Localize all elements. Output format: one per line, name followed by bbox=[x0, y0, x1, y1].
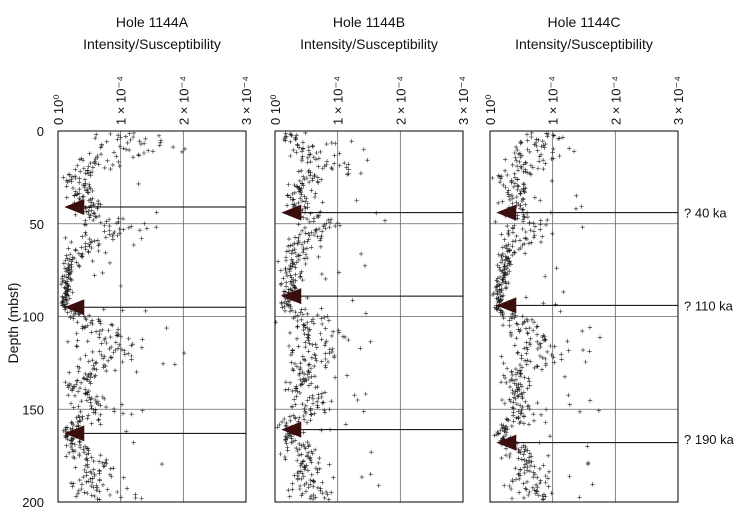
x-tick-label: 1 × 10⁻⁴ bbox=[114, 76, 129, 125]
age-label: ? 190 ka bbox=[684, 432, 735, 447]
y-tick-label: 150 bbox=[22, 402, 44, 417]
arrow-marker bbox=[496, 434, 678, 451]
age-label: ? 40 ka bbox=[684, 206, 727, 221]
arrow-head bbox=[281, 288, 302, 305]
arrow-head bbox=[64, 299, 85, 316]
x-tick-label: 2 × 10⁻⁴ bbox=[608, 76, 623, 125]
x-tick-label: 1 × 10⁻⁴ bbox=[331, 76, 346, 125]
age-labels: ? 40 ka ? 110 ka ? 190 ka bbox=[684, 206, 735, 447]
panel-1: Hole 1144A Intensity/Susceptibility 0 10⁰ 1… bbox=[51, 14, 254, 503]
x-tick-label: 0 10⁰ bbox=[51, 94, 66, 125]
arrow-marker bbox=[64, 299, 246, 316]
panel-frame bbox=[57, 130, 247, 503]
age-label: ? 110 ka bbox=[684, 298, 734, 313]
panel-3: Hole 1144C Intensity/Susceptibility 0 10⁰ 1… bbox=[483, 14, 686, 503]
panel-2: Hole 1144B Intensity/Susceptibility 0 10⁰ 1… bbox=[268, 14, 471, 503]
y-tick-label: 50 bbox=[30, 217, 44, 232]
arrow-marker bbox=[281, 288, 463, 305]
panel-title: Hole 1144B bbox=[333, 14, 405, 30]
arrow-marker bbox=[64, 199, 246, 216]
x-tick-label: 0 10⁰ bbox=[483, 94, 498, 125]
y-axis-label: Depth (mbsf) bbox=[5, 283, 21, 364]
x-tick-label: 0 10⁰ bbox=[268, 94, 283, 125]
arrow-marker bbox=[496, 204, 678, 221]
x-tick-label: 2 × 10⁻⁴ bbox=[393, 76, 408, 125]
arrow-marker bbox=[496, 297, 678, 314]
x-tick-label: 2 × 10⁻⁴ bbox=[176, 76, 191, 125]
x-tick-label: 3 × 10⁻⁴ bbox=[456, 76, 471, 125]
arrow-marker bbox=[64, 425, 246, 442]
arrow-head bbox=[496, 204, 517, 221]
panel-subtitle: Intensity/Susceptibility bbox=[300, 36, 438, 52]
data-point bbox=[58, 130, 188, 502]
panel-subtitle: Intensity/Susceptibility bbox=[515, 36, 653, 52]
x-tick-label: 1 × 10⁻⁴ bbox=[546, 76, 561, 125]
y-tick-label: 100 bbox=[22, 310, 44, 325]
y-tick-label: 200 bbox=[22, 495, 44, 510]
panel-title: Hole 1144A bbox=[116, 14, 189, 30]
panels: Hole 1144A Intensity/Susceptibility 0 10⁰ 1… bbox=[51, 14, 686, 503]
arrow-head bbox=[281, 204, 302, 221]
arrow-marker bbox=[281, 204, 463, 221]
arrow-head bbox=[496, 297, 517, 314]
arrow-head bbox=[64, 199, 85, 216]
panel-subtitle: Intensity/Susceptibility bbox=[83, 36, 221, 52]
x-tick-label: 3 × 10⁻⁴ bbox=[239, 76, 254, 125]
arrow-marker bbox=[281, 421, 463, 438]
panel-frame bbox=[274, 130, 464, 503]
arrow-head bbox=[496, 434, 517, 451]
y-tick-label: 0 bbox=[37, 124, 44, 139]
x-tick-label: 3 × 10⁻⁴ bbox=[671, 76, 686, 125]
y-axis-ticks: 0 50 100 150 200 bbox=[22, 124, 44, 510]
panel-frame bbox=[489, 130, 679, 503]
arrow-head bbox=[64, 425, 85, 442]
arrow-head bbox=[281, 421, 302, 438]
panel-title: Hole 1144C bbox=[548, 14, 621, 30]
data-points bbox=[58, 130, 188, 502]
